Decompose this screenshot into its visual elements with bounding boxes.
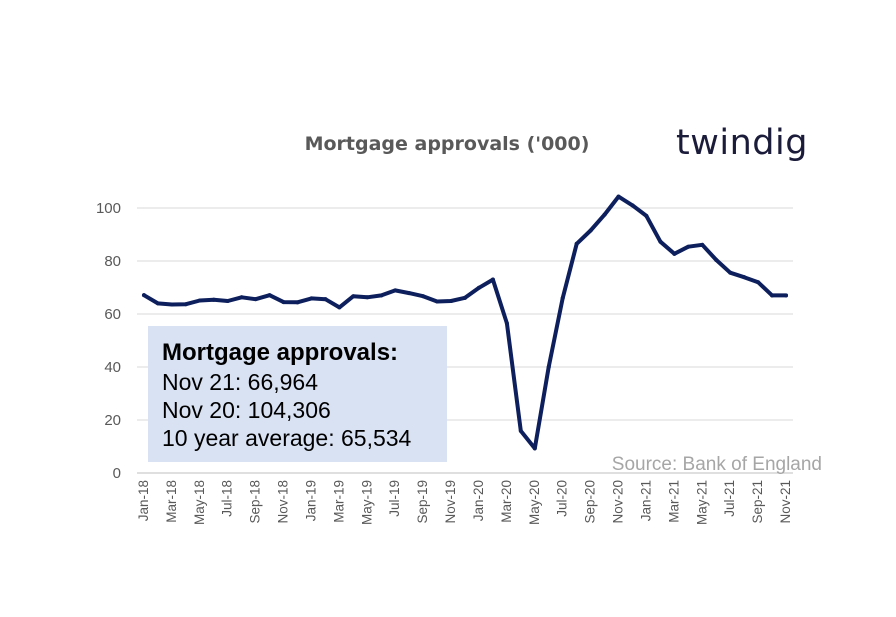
- data-point: [295, 300, 300, 305]
- y-tick-label: 20: [104, 412, 121, 429]
- info-box: Mortgage approvals: Nov 21: 66,964 Nov 2…: [148, 326, 447, 462]
- data-point: [476, 285, 481, 290]
- data-point: [770, 293, 775, 298]
- data-point: [407, 291, 412, 296]
- x-tick-label: Sep-21: [750, 480, 765, 524]
- data-point: [714, 257, 719, 262]
- x-tick-label: May-20: [527, 480, 542, 525]
- data-point: [588, 228, 593, 233]
- x-tick-label: Jul-18: [220, 480, 235, 517]
- data-point: [309, 296, 314, 301]
- x-tick-label: Jul-20: [555, 480, 570, 517]
- data-point: [281, 300, 286, 305]
- data-point: [546, 365, 551, 369]
- x-tick-label: Mar-21: [666, 480, 681, 523]
- data-point: [183, 302, 188, 307]
- info-box-line-nov20: Nov 20: 104,306: [162, 397, 331, 423]
- y-tick-label: 0: [113, 465, 121, 482]
- y-tick-label: 80: [104, 253, 121, 270]
- data-point: [490, 277, 495, 282]
- data-point: [449, 299, 454, 304]
- x-tick-label: Jul-19: [387, 480, 402, 517]
- data-point: [155, 301, 160, 306]
- data-point: [686, 244, 691, 249]
- x-tick-label: Nov-18: [276, 480, 291, 524]
- data-point: [560, 296, 565, 301]
- twindig-logo: twindig: [676, 123, 808, 163]
- data-point: [169, 302, 174, 307]
- series-group: [141, 194, 789, 451]
- data-point: [197, 298, 202, 303]
- data-point: [672, 251, 677, 256]
- data-point: [532, 446, 537, 451]
- data-point: [225, 299, 230, 304]
- data-point: [504, 321, 509, 326]
- data-point: [756, 280, 761, 285]
- data-point: [337, 305, 342, 310]
- info-box-line-average: 10 year average: 65,534: [162, 425, 412, 451]
- x-tick-label: Jan-20: [471, 480, 486, 521]
- x-tick-label: Sep-19: [415, 480, 430, 524]
- x-tick-label: Jan-21: [638, 480, 653, 521]
- data-point: [658, 239, 663, 244]
- data-point: [379, 293, 384, 298]
- x-tick-label: May-19: [359, 480, 374, 525]
- x-tick-label: Nov-19: [443, 480, 458, 524]
- x-tick-label: Nov-21: [778, 480, 793, 524]
- data-point: [351, 294, 356, 299]
- x-tick-label: May-18: [192, 480, 207, 525]
- x-tick-label: Jan-18: [136, 480, 151, 521]
- x-tick-label: Mar-18: [164, 480, 179, 523]
- source-note: Source: Bank of England: [612, 454, 822, 475]
- data-point: [323, 297, 328, 302]
- data-point: [728, 270, 733, 275]
- info-box-line-nov21: Nov 21: 66,964: [162, 369, 318, 395]
- data-point: [365, 295, 370, 300]
- y-axis-tick-labels: 0 20 40 60 80 100: [96, 200, 121, 482]
- data-point: [742, 275, 747, 280]
- x-axis-tick-labels: Jan-18 Mar-18 May-18 Jul-18 Sep-18 Nov-18 Jan-…: [136, 480, 793, 525]
- x-tick-label: Mar-20: [499, 480, 514, 523]
- info-box-background: [148, 326, 447, 462]
- y-tick-label: 100: [96, 200, 121, 217]
- data-point: [211, 297, 216, 302]
- data-point: [463, 295, 467, 300]
- y-tick-label: 40: [104, 359, 121, 376]
- data-point: [644, 213, 649, 218]
- y-tick-label: 60: [104, 306, 121, 323]
- data-point: [630, 203, 635, 208]
- data-point: [602, 212, 607, 217]
- data-point: [267, 293, 272, 298]
- data-point: [393, 288, 398, 293]
- data-point: [421, 294, 426, 299]
- data-point: [574, 241, 579, 246]
- data-point: [700, 242, 705, 247]
- x-tick-label: Sep-20: [583, 480, 598, 524]
- data-point: [435, 299, 440, 304]
- data-point: [784, 293, 789, 298]
- data-point: [518, 428, 523, 433]
- chart-title: Mortgage approvals ('000): [305, 133, 590, 155]
- data-point: [239, 295, 244, 300]
- data-point: [141, 293, 146, 298]
- x-tick-label: Jan-19: [303, 480, 318, 521]
- x-tick-label: May-21: [694, 480, 709, 525]
- data-point: [616, 194, 621, 199]
- data-point: [253, 297, 258, 302]
- x-tick-label: Jul-21: [722, 480, 737, 517]
- x-tick-label: Mar-19: [331, 480, 346, 523]
- x-tick-label: Nov-20: [611, 480, 626, 524]
- info-box-heading: Mortgage approvals:: [162, 339, 398, 366]
- x-tick-label: Sep-18: [248, 480, 263, 524]
